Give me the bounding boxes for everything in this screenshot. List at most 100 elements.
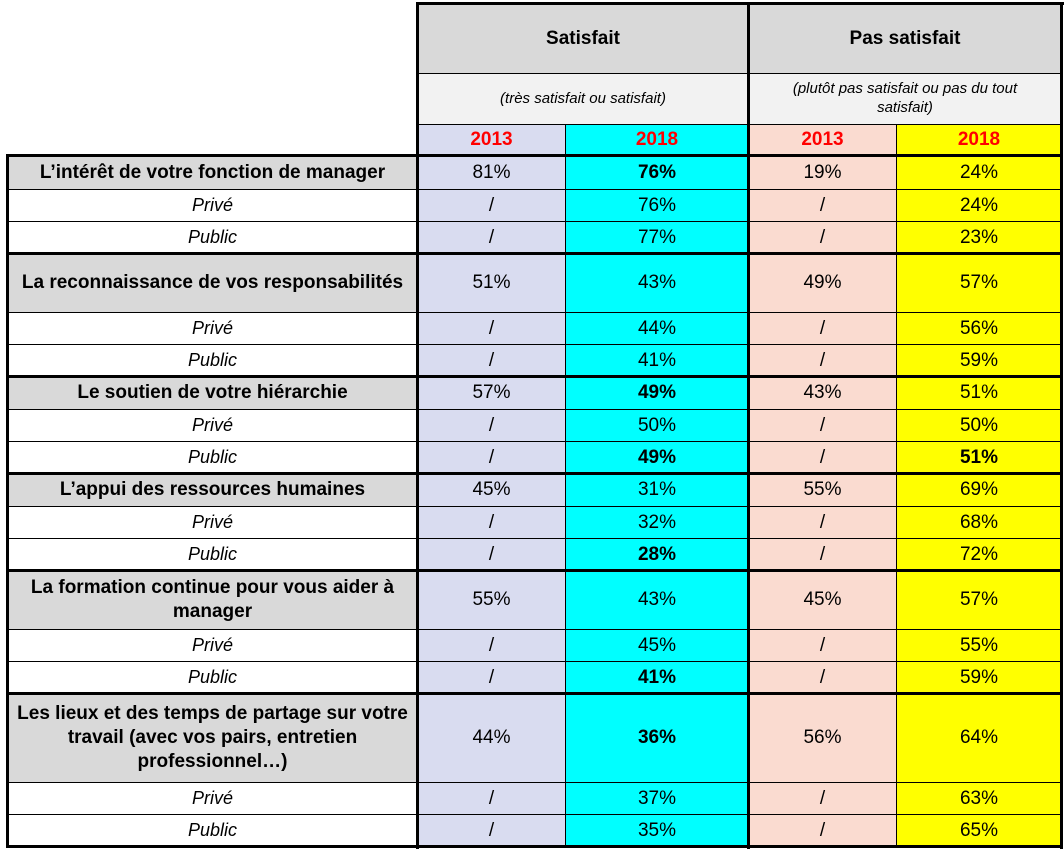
section-divider bbox=[6, 845, 1062, 848]
year-2013-satisfait: 2013 bbox=[418, 125, 566, 156]
row-label: L’appui des ressources humaines bbox=[8, 474, 418, 507]
table-cell: 55% bbox=[749, 474, 897, 507]
table-cell: / bbox=[749, 190, 897, 222]
table-cell: 28% bbox=[566, 539, 749, 571]
table-cell: 63% bbox=[897, 783, 1062, 815]
table-cell: 45% bbox=[749, 571, 897, 630]
table-cell: 51% bbox=[418, 254, 566, 313]
table-cell: 77% bbox=[566, 222, 749, 254]
table-cell: 49% bbox=[566, 377, 749, 410]
header-pas-satisfait-sub: (plutôt pas satisfait ou pas du tout sat… bbox=[749, 74, 1062, 125]
column-divider bbox=[416, 2, 419, 849]
table-cell: / bbox=[749, 815, 897, 847]
table-cell: 24% bbox=[897, 156, 1062, 190]
row-label: La reconnaissance de vos responsabilités bbox=[8, 254, 418, 313]
table-cell: / bbox=[418, 442, 566, 474]
table-cell: / bbox=[418, 815, 566, 847]
section-divider bbox=[6, 692, 1062, 695]
table-cell: / bbox=[418, 783, 566, 815]
header-satisfait: Satisfait bbox=[418, 4, 749, 74]
table-cell: 49% bbox=[566, 442, 749, 474]
row-label: Les lieux et des temps de partage sur vo… bbox=[8, 694, 418, 783]
section-divider bbox=[416, 2, 1064, 5]
table-cell: 49% bbox=[749, 254, 897, 313]
table-cell: 44% bbox=[418, 694, 566, 783]
table-cell: 57% bbox=[897, 254, 1062, 313]
table-cell: 69% bbox=[897, 474, 1062, 507]
table-cell: 56% bbox=[897, 313, 1062, 345]
table-cell: 32% bbox=[566, 507, 749, 539]
table-cell: / bbox=[418, 539, 566, 571]
table-cell: 19% bbox=[749, 156, 897, 190]
table-cell: 41% bbox=[566, 345, 749, 377]
table-cell: 44% bbox=[566, 313, 749, 345]
column-divider bbox=[6, 154, 9, 847]
subrow-label: Privé bbox=[8, 783, 418, 815]
table-cell: 43% bbox=[749, 377, 897, 410]
table-cell: 55% bbox=[418, 571, 566, 630]
section-divider bbox=[418, 73, 1062, 74]
table-cell: 56% bbox=[749, 694, 897, 783]
table-cell: 41% bbox=[566, 662, 749, 694]
table-cell: 31% bbox=[566, 474, 749, 507]
subrow-label: Public bbox=[8, 662, 418, 694]
table-cell: 57% bbox=[897, 571, 1062, 630]
table-cell: 81% bbox=[418, 156, 566, 190]
subrow-label: Public bbox=[8, 442, 418, 474]
section-divider bbox=[6, 154, 1062, 157]
table-cell: / bbox=[418, 313, 566, 345]
subrow-label: Privé bbox=[8, 630, 418, 662]
column-divider bbox=[747, 2, 750, 849]
section-divider bbox=[6, 375, 1062, 378]
table-cell: / bbox=[749, 345, 897, 377]
table-cell: 23% bbox=[897, 222, 1062, 254]
table-cell: / bbox=[418, 222, 566, 254]
table-cell: 72% bbox=[897, 539, 1062, 571]
table-cell: 24% bbox=[897, 190, 1062, 222]
table-cell: 76% bbox=[566, 190, 749, 222]
table-cell: 76% bbox=[566, 156, 749, 190]
subrow-label: Privé bbox=[8, 190, 418, 222]
table-cell: / bbox=[418, 190, 566, 222]
table-cell: 55% bbox=[897, 630, 1062, 662]
table-cell: / bbox=[418, 410, 566, 442]
row-label: La formation continue pour vous aider à … bbox=[8, 571, 418, 630]
table-cell: / bbox=[749, 783, 897, 815]
table-cell: / bbox=[749, 539, 897, 571]
subrow-label: Privé bbox=[8, 507, 418, 539]
header-pas-satisfait: Pas satisfait bbox=[749, 4, 1062, 74]
table-cell: / bbox=[418, 662, 566, 694]
table-cell: / bbox=[418, 630, 566, 662]
column-divider bbox=[896, 125, 897, 847]
year-2018-satisfait: 2018 bbox=[566, 125, 749, 156]
table-cell: 45% bbox=[418, 474, 566, 507]
subrow-label: Public bbox=[8, 539, 418, 571]
table-cell: 36% bbox=[566, 694, 749, 783]
section-divider bbox=[6, 472, 1062, 475]
table-cell: 35% bbox=[566, 815, 749, 847]
table-cell: 59% bbox=[897, 662, 1062, 694]
subrow-label: Privé bbox=[8, 410, 418, 442]
year-2013-pas-satisfait: 2013 bbox=[749, 125, 897, 156]
table-cell: / bbox=[749, 662, 897, 694]
section-divider bbox=[6, 252, 1062, 255]
table-cell: / bbox=[749, 410, 897, 442]
subrow-label: Public bbox=[8, 815, 418, 847]
year-2018-pas-satisfait: 2018 bbox=[897, 125, 1062, 156]
table-cell: 65% bbox=[897, 815, 1062, 847]
table-cell: / bbox=[418, 345, 566, 377]
section-divider bbox=[418, 124, 1062, 125]
table-cell: 50% bbox=[566, 410, 749, 442]
table-cell: 64% bbox=[897, 694, 1062, 783]
table-cell: 68% bbox=[897, 507, 1062, 539]
table-cell: 43% bbox=[566, 571, 749, 630]
subrow-label: Public bbox=[8, 345, 418, 377]
table-cell: / bbox=[749, 507, 897, 539]
subrow-label: Public bbox=[8, 222, 418, 254]
header-satisfait-sub: (très satisfait ou satisfait) bbox=[418, 74, 749, 125]
table-cell: / bbox=[749, 222, 897, 254]
table-cell: 45% bbox=[566, 630, 749, 662]
table-cell: 51% bbox=[897, 442, 1062, 474]
table-cell: 57% bbox=[418, 377, 566, 410]
table-cell: 50% bbox=[897, 410, 1062, 442]
